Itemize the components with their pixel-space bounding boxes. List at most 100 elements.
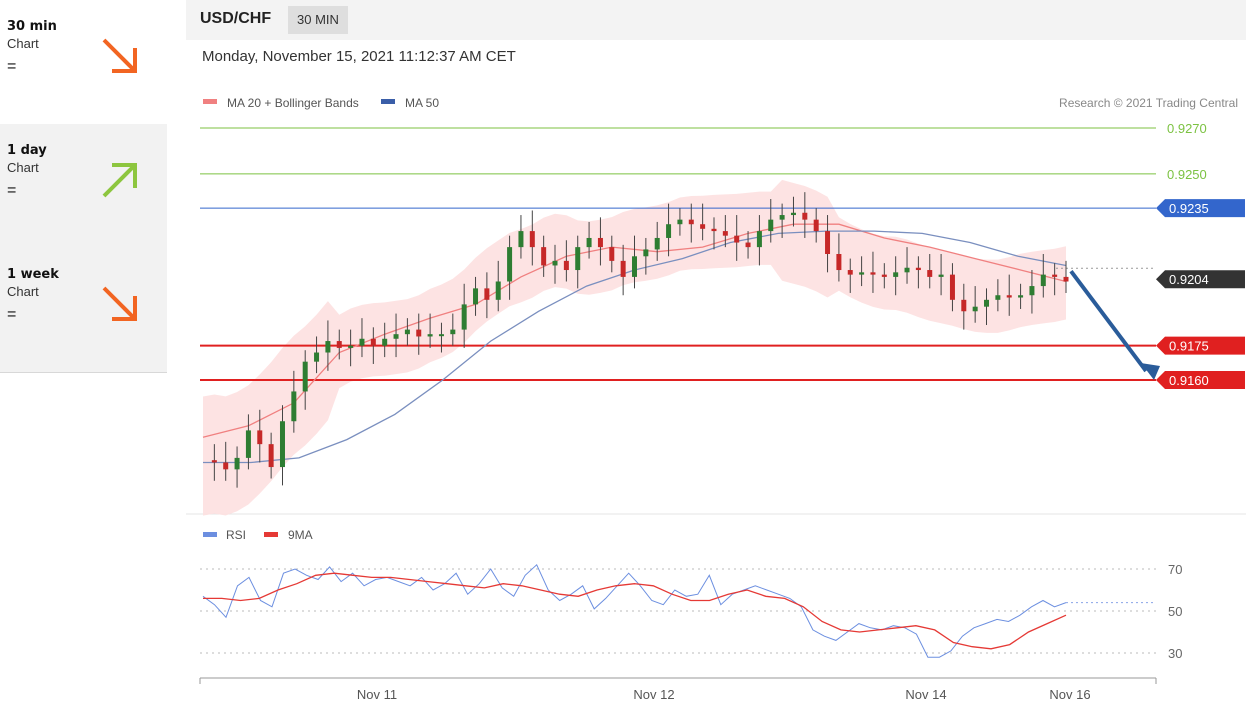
candle-body — [552, 260, 558, 266]
candle-body — [620, 260, 626, 277]
candle-body — [677, 219, 683, 225]
rsi-tick-30: 30 — [1168, 646, 1182, 661]
period-label: 1 week — [7, 267, 59, 282]
candle-body — [927, 270, 933, 277]
candle-body — [484, 288, 490, 300]
projection-arrow-line — [1069, 269, 1148, 373]
candle-body — [666, 224, 672, 238]
candle-body — [314, 352, 320, 362]
arrow-down-right-icon — [102, 38, 137, 73]
level-tag-text-0.9235: 0.9235 — [1169, 201, 1209, 216]
legend-swatch-rsi — [203, 532, 217, 537]
candle-body — [507, 247, 513, 282]
candle-body — [563, 260, 569, 271]
candle-body — [1052, 274, 1058, 277]
candle-body — [825, 231, 831, 254]
projection — [1069, 269, 1160, 380]
candle-body — [836, 254, 842, 271]
candle-body — [1040, 274, 1046, 287]
candle-body — [461, 304, 467, 330]
rsi-tick-50: 50 — [1168, 604, 1182, 619]
level-lines — [200, 127, 1156, 381]
candle-body — [234, 457, 240, 470]
candle-body — [961, 299, 967, 312]
period-label: 1 day — [7, 143, 47, 158]
candle-body — [813, 219, 819, 232]
status-equal: = — [7, 306, 17, 323]
candle-body — [972, 306, 978, 312]
candle-body — [518, 231, 524, 248]
candle-body — [529, 231, 535, 248]
candle-body — [450, 329, 456, 335]
candle-body — [575, 247, 581, 271]
status-equal: = — [7, 58, 17, 75]
candle-body — [348, 345, 354, 348]
candle-body — [438, 334, 444, 337]
sidebar-item-1week[interactable]: 1 week Chart = — [0, 248, 167, 373]
candle-body — [370, 338, 376, 346]
bollinger-bands — [203, 179, 1066, 516]
timeframe-badge[interactable]: 30 MIN — [288, 6, 348, 34]
x-tick-nov-14: Nov 14 — [905, 687, 946, 702]
x-axis: Nov 11 Nov 12 Nov 14 Nov 16 — [199, 677, 1157, 702]
candle-body — [654, 237, 660, 250]
legend-ma50: MA 50 — [405, 96, 439, 110]
candle-body — [404, 329, 410, 335]
candle-body — [1029, 286, 1035, 296]
projection-arrow-head — [1141, 363, 1160, 380]
chart-header: USD/CHF 30 MIN — [186, 0, 1246, 40]
candle-body — [870, 272, 876, 275]
candle-body — [802, 212, 808, 220]
x-tick-nov-12: Nov 12 — [633, 687, 674, 702]
candle-body — [938, 274, 944, 277]
candle-body — [586, 237, 592, 248]
candle-body — [245, 430, 251, 458]
candle-body — [859, 272, 865, 275]
candle-body — [700, 224, 706, 229]
sidebar-item-1day[interactable]: 1 day Chart = — [0, 124, 167, 249]
candle-body — [268, 444, 274, 468]
chart-datetime: Monday, November 15, 2021 11:12:37 AM CE… — [202, 48, 516, 65]
candle-body — [756, 231, 762, 248]
sidebar-item-30min[interactable]: 30 min Chart = — [0, 0, 167, 125]
candle-body — [722, 231, 728, 236]
candle-body — [779, 215, 785, 220]
legend-9ma: 9MA — [288, 528, 313, 542]
x-tick-nov-16: Nov 16 — [1049, 687, 1090, 702]
candle-body — [597, 237, 603, 248]
candle-body — [279, 421, 285, 468]
chart-label: Chart — [7, 36, 39, 51]
rsi-line — [202, 563, 1067, 658]
candle-body — [893, 272, 899, 277]
level-tag-0.9204 — [1156, 270, 1245, 289]
arrow-down-right-icon — [102, 286, 137, 321]
candle-body — [904, 267, 910, 273]
candle-body — [711, 228, 717, 232]
period-label: 30 min — [7, 19, 57, 34]
legend-swatch-ma20 — [203, 99, 217, 104]
candle-body — [473, 288, 479, 305]
candle-body — [302, 361, 308, 392]
copyright-text: Research © 2021 Trading Central — [1059, 96, 1238, 110]
candle-body — [984, 299, 990, 307]
price-chart-svg[interactable]: MA 20 + Bollinger Bands MA 50 Research ©… — [186, 0, 1246, 710]
candle-body — [291, 391, 297, 422]
chart-label: Chart — [7, 160, 39, 175]
level-label-0.9250: 0.9250 — [1167, 167, 1207, 182]
level-label-0.9270: 0.9270 — [1167, 121, 1207, 136]
candle-body — [1063, 276, 1069, 282]
candlesticks — [211, 192, 1069, 488]
candle-body — [881, 274, 887, 277]
x-tick-nov-11: Nov 11 — [357, 687, 397, 702]
candle-body — [393, 334, 399, 339]
legend-swatch-9ma — [264, 532, 278, 537]
candle-body — [211, 460, 217, 463]
candle-body — [915, 267, 921, 271]
rsi-ma-line — [203, 572, 1067, 650]
legend-rsi: RSI — [226, 528, 246, 542]
level-tag-0.9160 — [1156, 371, 1245, 389]
candle-body — [1006, 295, 1012, 298]
legend-swatch-ma50 — [381, 99, 395, 104]
candle-body — [223, 462, 229, 470]
candle-body — [257, 430, 263, 445]
